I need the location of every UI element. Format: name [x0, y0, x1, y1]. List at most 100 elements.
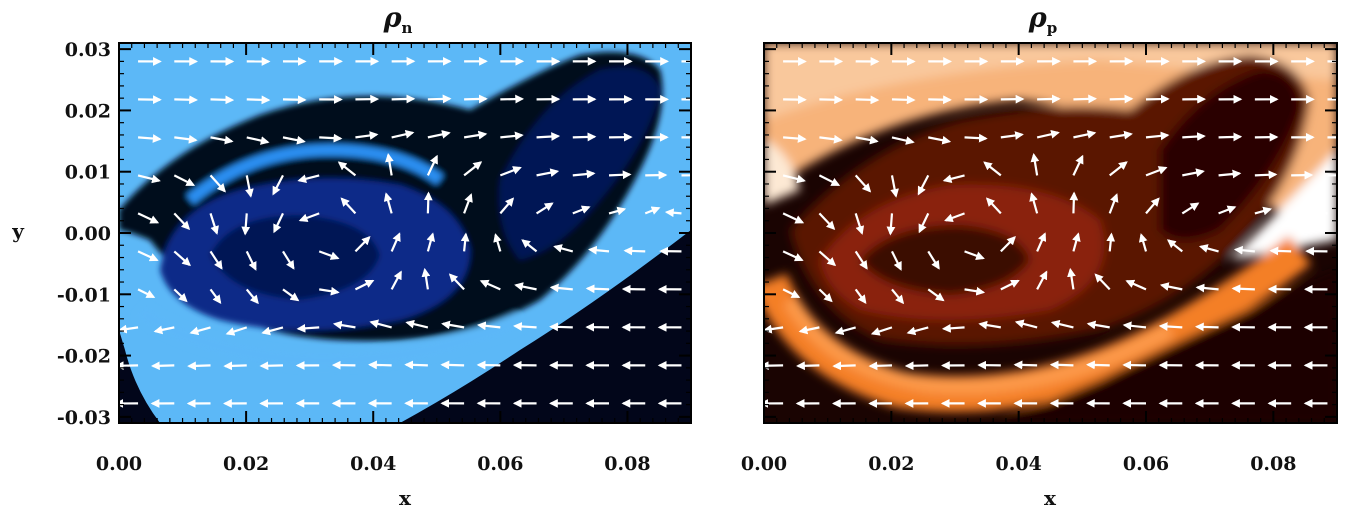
right-x-axis-label: x — [1044, 486, 1057, 510]
velocity-arrow — [390, 270, 402, 290]
velocity-arrow — [1231, 284, 1255, 294]
velocity-arrow — [818, 174, 841, 187]
velocity-arrow — [463, 161, 483, 177]
velocity-arrow — [463, 130, 488, 140]
x-tick-label: 0.04 — [350, 453, 396, 475]
velocity-arrow — [782, 212, 805, 224]
velocity-arrow — [427, 94, 452, 104]
x-tick-label: 0.00 — [741, 453, 787, 475]
velocity-arrow — [1037, 94, 1061, 104]
velocity-arrow — [521, 239, 538, 253]
velocity-arrow — [261, 326, 284, 336]
velocity-arrow — [499, 166, 522, 177]
velocity-arrow — [1014, 319, 1038, 329]
velocity-arrow — [572, 132, 597, 142]
left-y-axis-label: y — [11, 219, 25, 243]
right-axis-ticks — [763, 43, 1338, 423]
velocity-arrow — [854, 288, 867, 304]
velocity-arrow — [137, 212, 160, 224]
velocity-arrow — [549, 322, 573, 332]
velocity-arrow — [1050, 319, 1074, 329]
velocity-arrow — [1233, 245, 1255, 255]
velocity-arrow — [209, 174, 226, 193]
velocity-arrow — [245, 175, 254, 198]
velocity-arrow — [983, 161, 1002, 177]
velocity-arrow — [153, 325, 175, 335]
velocity-arrow — [664, 208, 682, 218]
x-tick-label: 0.08 — [604, 453, 650, 475]
x-tick-label: 0.00 — [96, 453, 142, 475]
velocity-arrow — [1138, 233, 1148, 252]
left-panel: 0.03 0.02 0.01 0.00 -0.01 -0.02 -0.03 0.00 0.02… — [11, 3, 692, 510]
velocity-arrow — [318, 250, 340, 260]
velocity-arrow — [783, 134, 807, 143]
velocity-arrow — [209, 250, 223, 270]
velocity-arrow — [1109, 130, 1133, 140]
velocity-arrow — [282, 250, 295, 270]
velocity-arrow — [644, 206, 661, 215]
velocity-arrow — [964, 133, 988, 143]
velocity-arrow — [854, 250, 868, 270]
velocity-arrow — [818, 212, 836, 231]
velocity-arrow — [818, 250, 837, 267]
velocity-arrow — [500, 131, 524, 141]
velocity-arrow — [1036, 232, 1047, 252]
x-tick-label: 0.08 — [1250, 453, 1296, 475]
velocity-arrow — [917, 174, 930, 196]
velocity-arrow — [764, 324, 784, 334]
velocity-arrow — [1036, 129, 1060, 139]
velocity-arrow — [1145, 131, 1170, 141]
velocity-arrow — [246, 136, 270, 145]
velocity-arrow — [513, 322, 537, 331]
y-tick-label: 0.00 — [65, 223, 111, 245]
left-x-tick-labels: 0.00 0.02 0.04 0.06 0.08 — [96, 453, 651, 475]
velocity-arrow — [1145, 166, 1168, 177]
velocity-arrow — [536, 132, 561, 141]
velocity-arrow — [423, 191, 433, 214]
y-tick-label: 0.02 — [65, 100, 111, 122]
right-x-tick-labels: 0.00 0.02 0.04 0.06 0.08 — [741, 453, 1297, 475]
velocity-arrow — [223, 361, 247, 371]
velocity-arrow — [460, 232, 470, 252]
velocity-arrow — [369, 319, 392, 329]
velocity-arrow — [440, 360, 465, 370]
velocity-arrow — [119, 324, 139, 334]
velocity-arrow — [404, 360, 428, 370]
velocity-arrow — [1108, 193, 1119, 214]
velocity-arrow — [173, 288, 188, 303]
velocity-arrow — [391, 129, 415, 139]
velocity-arrow — [245, 250, 257, 271]
velocity-arrow — [137, 250, 159, 262]
velocity-arrow — [944, 212, 965, 223]
velocity-arrow — [210, 95, 235, 105]
velocity-arrow — [296, 323, 320, 333]
velocity-arrow — [354, 279, 375, 291]
velocity-arrow — [1072, 154, 1084, 176]
velocity-arrow — [259, 361, 284, 371]
velocity-arrow — [319, 286, 340, 296]
velocity-arrow — [1030, 153, 1040, 176]
velocity-arrow — [1086, 360, 1110, 370]
velocity-arrow — [870, 326, 893, 336]
x-tick-label: 0.04 — [996, 453, 1042, 475]
velocity-arrow — [819, 134, 843, 144]
right-panel-title: ρp — [1028, 3, 1057, 37]
velocity-arrow — [927, 250, 940, 270]
velocity-arrow — [964, 250, 985, 260]
velocity-arrow — [608, 170, 632, 180]
velocity-arrow — [928, 135, 952, 145]
velocity-arrow — [1181, 202, 1200, 215]
velocity-arrow — [818, 288, 833, 303]
velocity-arrow — [355, 131, 379, 140]
velocity-arrow — [553, 244, 574, 253]
x-tick-label: 0.02 — [868, 453, 914, 475]
velocity-arrow — [1122, 321, 1147, 331]
velocity-arrow — [904, 361, 929, 371]
velocity-arrow — [623, 246, 646, 256]
velocity-arrow — [337, 161, 357, 177]
velocity-arrow — [906, 326, 929, 336]
velocity-arrow — [942, 174, 965, 184]
velocity-arrow — [1218, 132, 1243, 142]
velocity-arrow — [1000, 236, 1016, 253]
